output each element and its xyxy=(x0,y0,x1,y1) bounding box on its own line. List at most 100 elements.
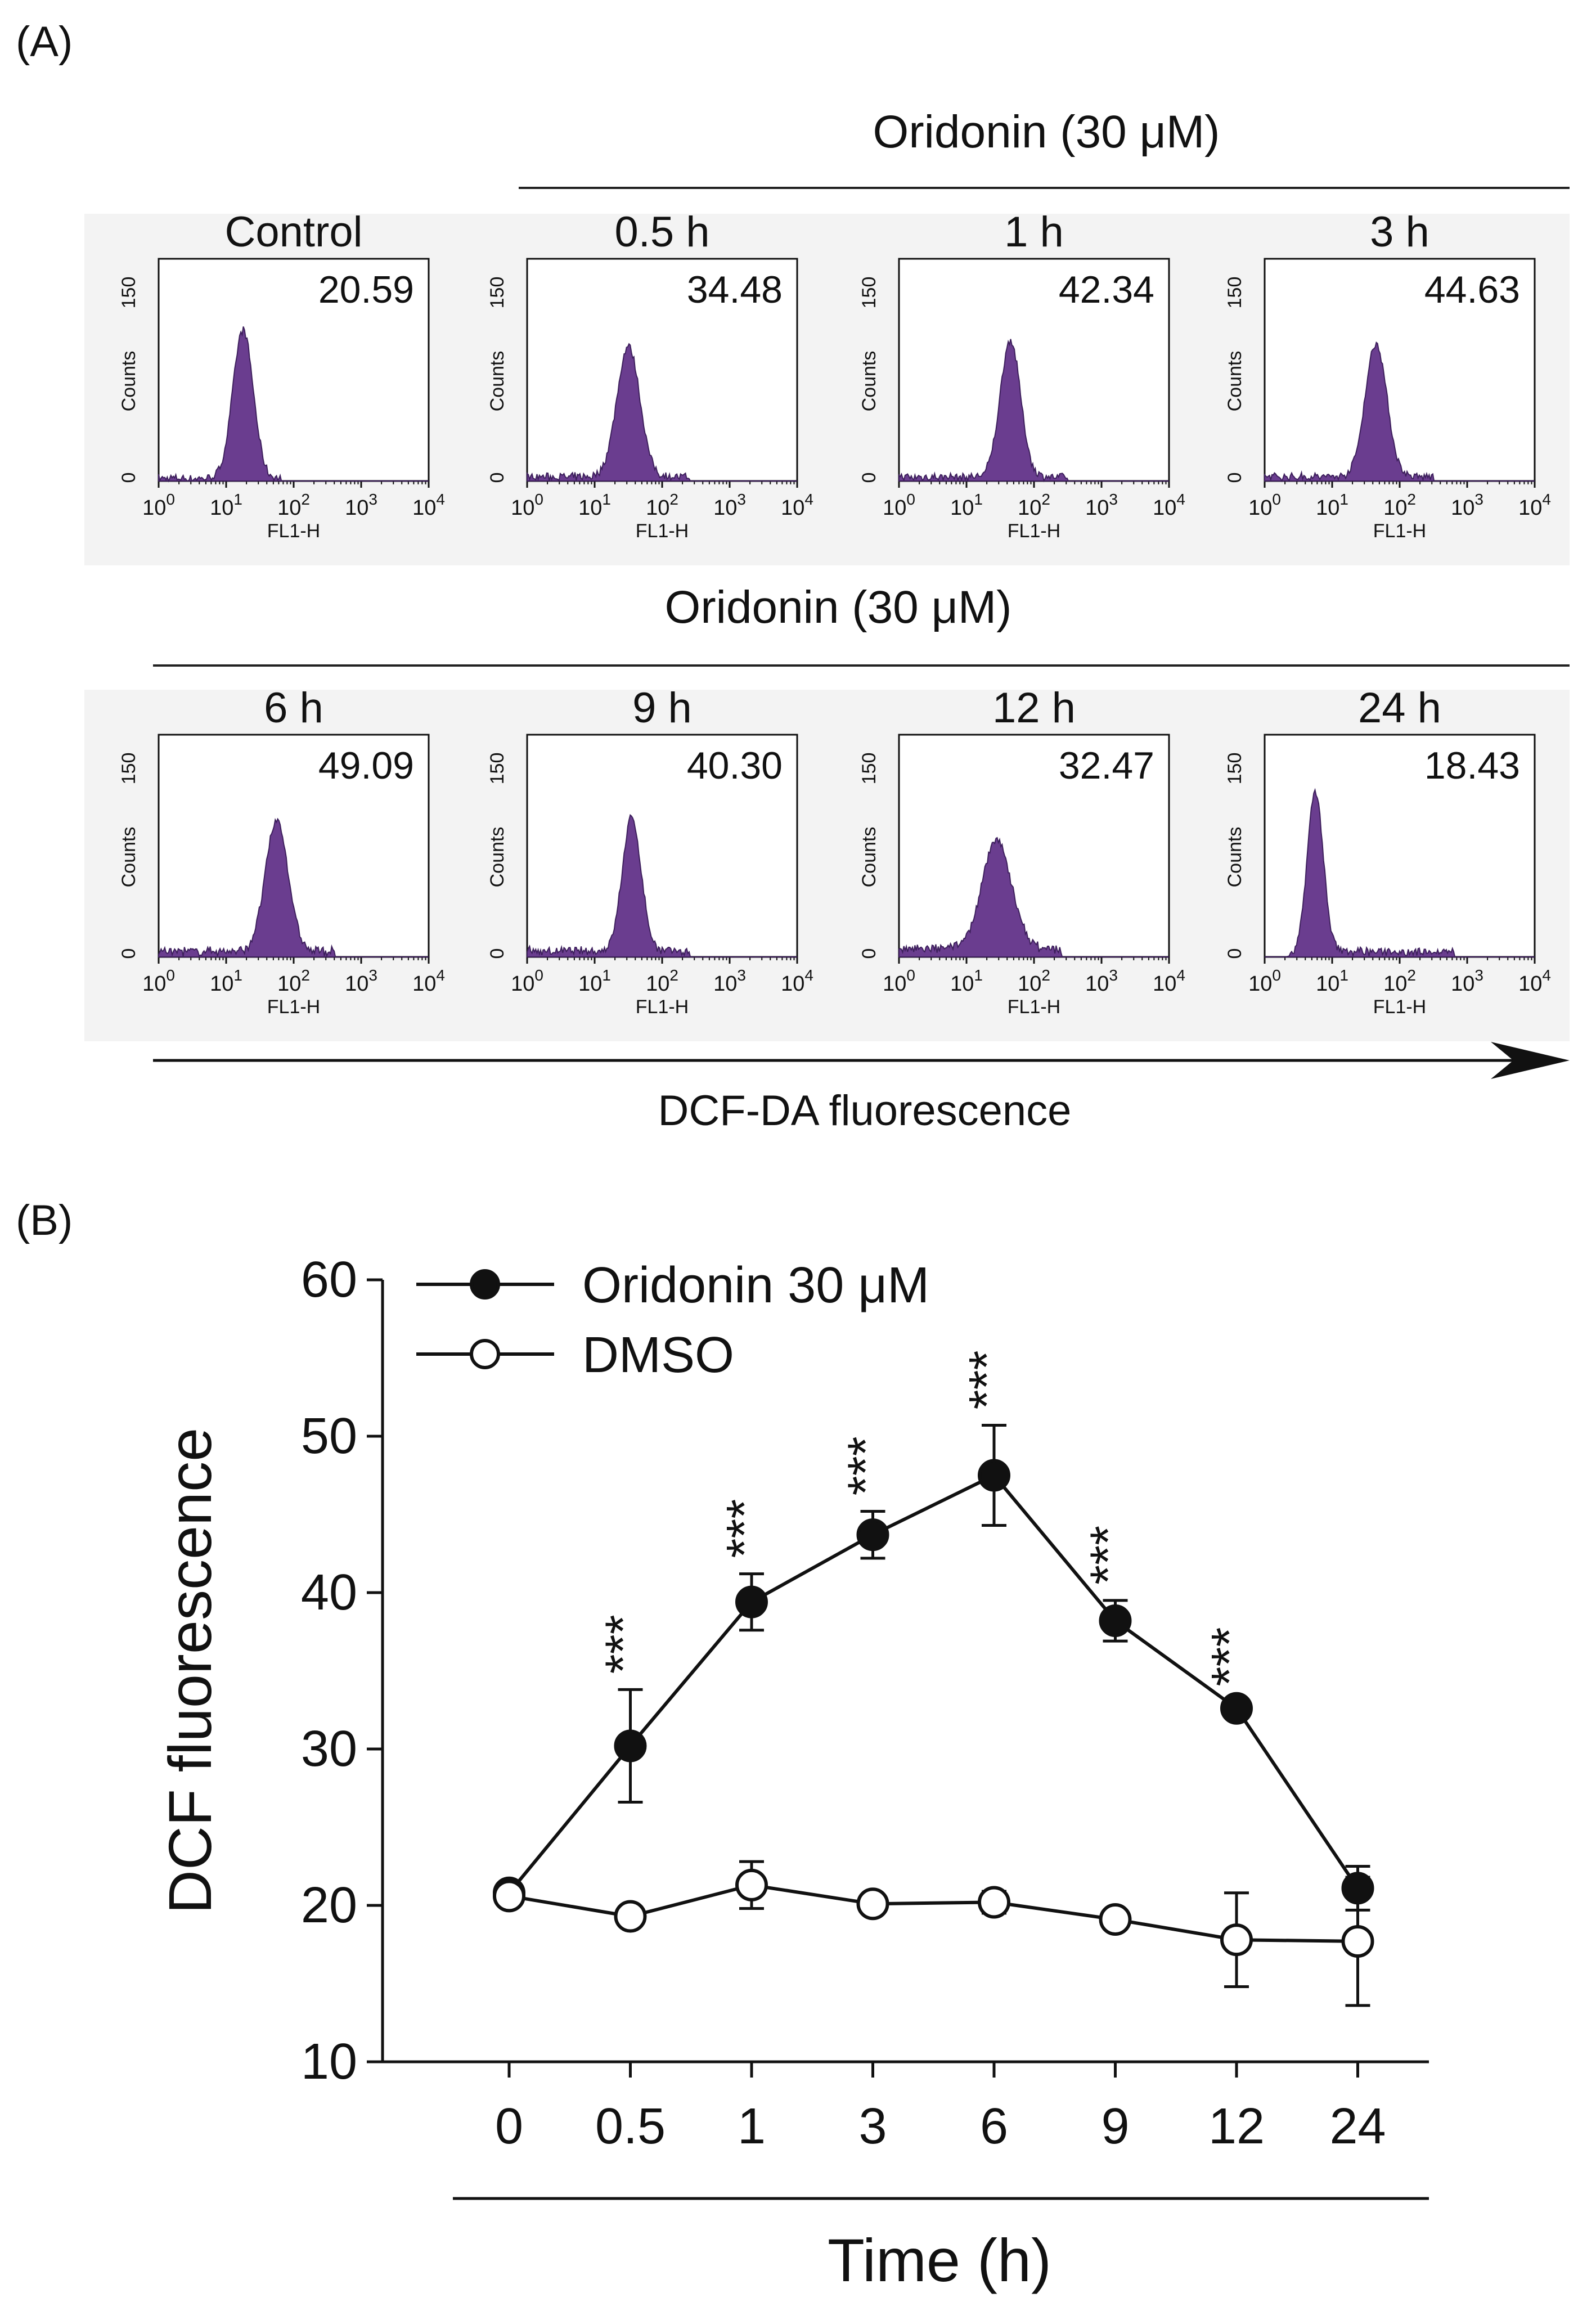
panel-b-label: (B) xyxy=(16,1197,73,1244)
y-tick-label: 60 xyxy=(301,1252,357,1308)
group-label-bottom: Oridonin (30 μM) xyxy=(665,582,1012,633)
x-tick-label: 103 xyxy=(345,491,377,520)
x-tick-label: 101 xyxy=(578,966,611,996)
x-tick-exp: 0 xyxy=(166,491,175,508)
arrow-head xyxy=(1491,1042,1570,1079)
x-tick-label: 101 xyxy=(210,491,242,520)
x-tick-base: 10 xyxy=(781,496,804,520)
histogram-title: 0.5 h xyxy=(614,208,709,256)
x-tick-base: 10 xyxy=(578,972,602,996)
x-axis-label: FL1-H xyxy=(267,996,320,1018)
significance-label: *** xyxy=(1081,1526,1137,1585)
x-tick-base: 10 xyxy=(412,496,436,520)
x-tick-base: 10 xyxy=(1316,972,1339,996)
x-tick-label: 103 xyxy=(713,966,746,996)
x-tick-base: 10 xyxy=(883,496,906,520)
x-tick-base: 10 xyxy=(883,972,906,996)
x-tick-base: 10 xyxy=(210,972,233,996)
y-axis-label: Counts xyxy=(858,827,880,888)
y-tick-min: 0 xyxy=(118,473,140,483)
x-tick-label: 100 xyxy=(883,491,915,520)
y-tick-max: 150 xyxy=(858,753,880,785)
data-point xyxy=(493,1880,525,1913)
x-tick-label: 103 xyxy=(1085,966,1118,996)
series-line xyxy=(507,1473,1359,1894)
x-tick-base: 10 xyxy=(1153,496,1176,520)
significance-label: *** xyxy=(717,1499,773,1558)
y-tick-min: 0 xyxy=(1224,948,1246,959)
x-tick-label: 104 xyxy=(1153,966,1185,996)
y-axis-label: Counts xyxy=(1224,351,1246,412)
x-tick-exp: 1 xyxy=(1339,966,1348,984)
x-axis-title: Time (h) xyxy=(828,2226,1051,2294)
histogram-value: 18.43 xyxy=(1424,744,1520,787)
x-tick-base: 10 xyxy=(950,496,974,520)
y-axis-label: Counts xyxy=(1224,827,1246,888)
x-tick-base: 10 xyxy=(345,972,368,996)
y-tick-min: 0 xyxy=(858,473,880,483)
data-point xyxy=(978,1459,1010,1492)
x-axis-label: FL1-H xyxy=(1373,996,1426,1018)
y-tick-label: 50 xyxy=(301,1408,357,1464)
x-tick-exp: 2 xyxy=(1041,491,1050,508)
x-tick-exp: 1 xyxy=(974,491,983,508)
legend: Oridonin 30 μM DMSO xyxy=(416,1257,929,1383)
histogram-value: 32.47 xyxy=(1059,744,1154,787)
x-tick-label: 101 xyxy=(210,966,242,996)
significance-label: *** xyxy=(1202,1627,1258,1687)
x-tick-base: 10 xyxy=(1018,972,1041,996)
histogram-frame xyxy=(526,734,798,958)
histogram-title: 6 h xyxy=(264,684,323,732)
histogram-area xyxy=(527,813,797,957)
x-tick-exp: 4 xyxy=(1176,966,1185,984)
data-point xyxy=(614,1729,647,1763)
histogram-area xyxy=(158,817,429,958)
x-tick-base: 10 xyxy=(1316,496,1339,520)
y-tick-max: 150 xyxy=(1224,277,1246,309)
x-tick-exp: 2 xyxy=(301,491,310,508)
x-tick-exp: 2 xyxy=(669,491,678,508)
x-tick-label: 100 xyxy=(511,966,543,996)
x-tick-label: 101 xyxy=(950,966,983,996)
x-tick-exp: 3 xyxy=(737,966,746,984)
x-tick-base: 10 xyxy=(646,972,669,996)
data-point xyxy=(735,1868,768,1901)
x-tick-label: 104 xyxy=(781,966,813,996)
x-tick-label: 100 xyxy=(142,491,175,520)
histogram-area xyxy=(527,343,797,482)
x-tick-label: 102 xyxy=(1383,491,1416,520)
x-tick-label: 0 xyxy=(495,2098,523,2155)
x-tick-label: 9 xyxy=(1101,2098,1129,2155)
x-tick-exp: 1 xyxy=(233,491,242,508)
x-tick-exp: 1 xyxy=(602,491,611,508)
x-tick-base: 10 xyxy=(1153,972,1176,996)
x-tick-label: 102 xyxy=(1018,491,1050,520)
x-tick-exp: 0 xyxy=(1272,491,1281,508)
y-tick-min: 0 xyxy=(1224,473,1246,483)
panel-b: (B) 10 20 30 40 50 60 DCF fluorescence 0 0.5 1 3 6 9… xyxy=(16,1197,1429,2294)
x-tick-exp: 0 xyxy=(1272,966,1281,984)
x-tick-label: 102 xyxy=(646,966,678,996)
y-tick-min: 0 xyxy=(858,948,880,959)
x-tick-label: 1 xyxy=(738,2098,766,2155)
x-tick-exp: 1 xyxy=(974,966,983,984)
x-tick-base: 10 xyxy=(1383,496,1407,520)
x-tick-label: 103 xyxy=(713,491,746,520)
legend-label: DMSO xyxy=(582,1327,734,1383)
x-axis-label: FL1-H xyxy=(267,520,320,542)
y-axis-label: Counts xyxy=(487,827,508,888)
data-point xyxy=(1099,1903,1132,1936)
histogram-area xyxy=(898,837,1169,957)
x-tick-exp: 1 xyxy=(1339,491,1348,508)
x-tick-exp: 3 xyxy=(1109,966,1118,984)
x-tick-label: 104 xyxy=(1518,966,1551,996)
y-axis-label: Counts xyxy=(487,351,508,412)
series-oridonin: *** *** *** *** *** *** xyxy=(493,1350,1374,1912)
x-tick-label: 102 xyxy=(1018,966,1050,996)
x-tick-label: 104 xyxy=(412,966,445,996)
x-tick-label: 103 xyxy=(1451,966,1483,996)
x-tick-label: 102 xyxy=(277,966,310,996)
x-tick-base: 10 xyxy=(1085,496,1109,520)
significance-label: *** xyxy=(959,1350,1015,1409)
x-tick-exp: 3 xyxy=(368,966,377,984)
